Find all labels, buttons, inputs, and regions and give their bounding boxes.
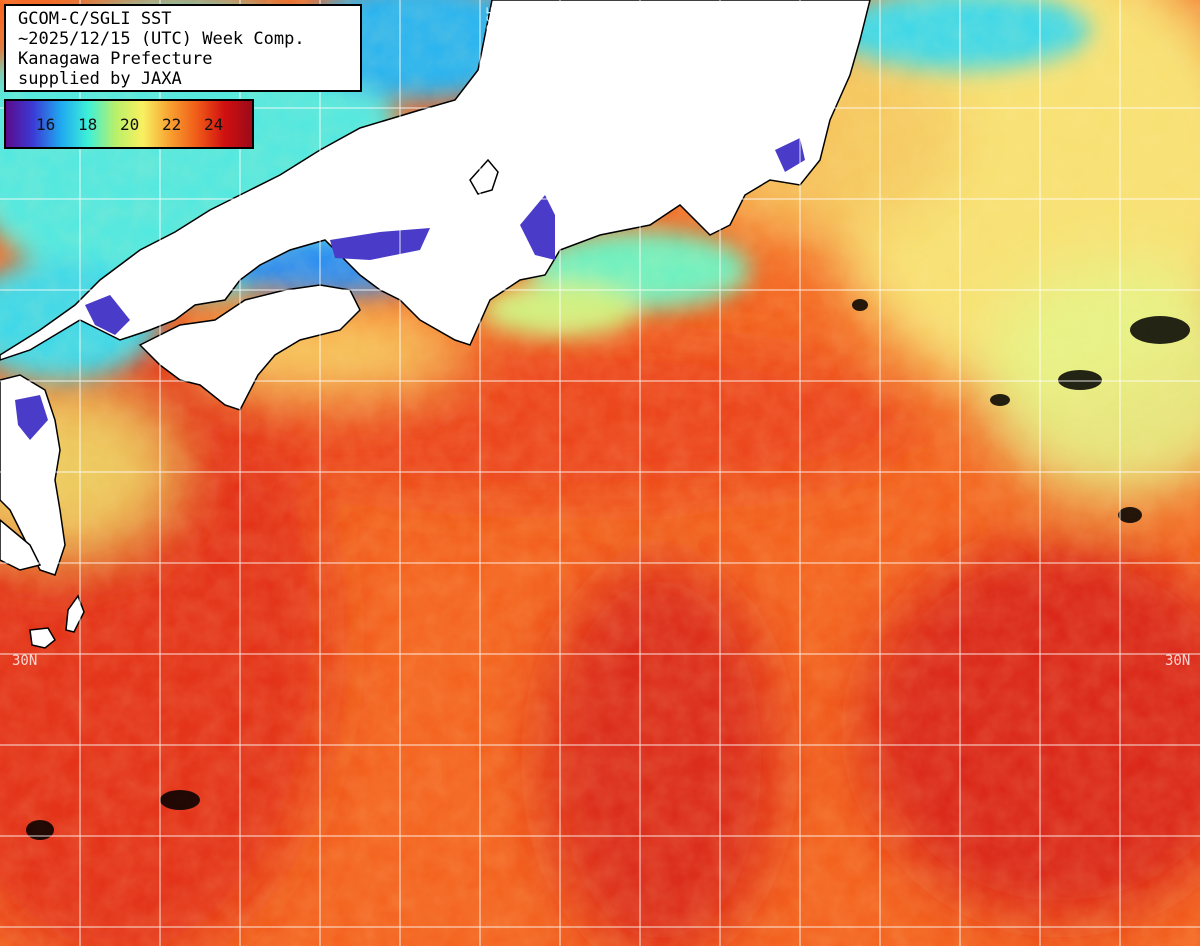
island-small-1 <box>29 627 56 649</box>
land <box>0 0 871 649</box>
legend-tick-16: 16 <box>36 115 56 134</box>
info-box: GCOM-C/SGLI SST ~2025/12/15 (UTC) Week C… <box>4 4 362 92</box>
cold-bays <box>15 138 805 440</box>
kyushu-south <box>0 519 42 571</box>
lon-label: 136E <box>485 6 501 40</box>
awaji-island <box>469 158 499 195</box>
kyushu-landmass <box>0 374 66 576</box>
info-line-source: supplied by JAXA <box>18 69 182 89</box>
lon-label-group: 136E <box>485 6 501 40</box>
lat-label-right: 30N <box>1165 653 1191 669</box>
cloud-gaps <box>26 299 1190 840</box>
info-line-date: ~2025/12/15 (UTC) Week Comp. <box>18 29 305 49</box>
legend-tick-18: 18 <box>78 115 98 134</box>
legend-tick-20: 20 <box>120 115 140 134</box>
info-line-region: Kanagawa Prefecture <box>18 49 213 69</box>
legend-tick-22: 22 <box>162 115 182 134</box>
lat-label-left: 30N <box>12 653 38 669</box>
info-line-title: GCOM-C/SGLI SST <box>18 9 172 29</box>
honshu-landmass <box>0 0 871 361</box>
legend-tick-24: 24 <box>204 115 224 134</box>
sst-color-legend: 16 18 20 22 24 <box>4 99 254 149</box>
